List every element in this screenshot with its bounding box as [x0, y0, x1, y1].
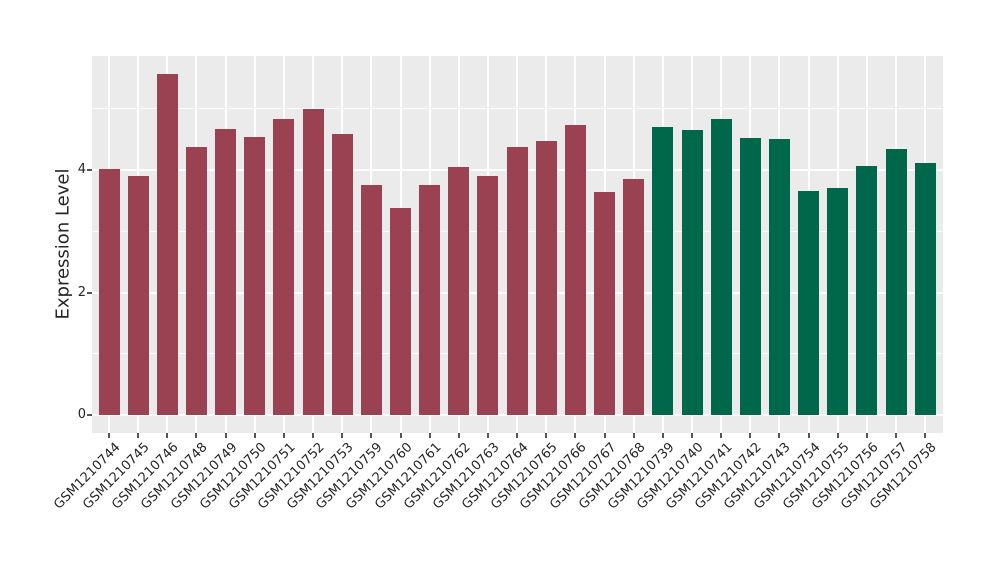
- y-tick-label: 4: [77, 162, 86, 177]
- bar: [127, 175, 149, 415]
- y-tick-label: 2: [77, 284, 86, 300]
- y-tick-mark: [87, 291, 92, 294]
- bar: [98, 169, 120, 415]
- bar: [594, 192, 616, 415]
- bar: [302, 108, 324, 415]
- x-tick-mark: [341, 433, 344, 438]
- bar: [215, 128, 237, 415]
- bar: [331, 134, 353, 415]
- x-tick-mark: [749, 433, 752, 438]
- x-tick-mark: [399, 433, 402, 438]
- bar: [681, 129, 703, 415]
- x-tick-mark: [195, 433, 198, 438]
- x-tick-mark: [108, 433, 110, 438]
- bar: [185, 146, 207, 415]
- bar: [477, 176, 499, 415]
- x-tick-mark: [457, 433, 460, 438]
- x-tick-mark: [282, 433, 285, 438]
- x-tick-mark: [370, 433, 373, 438]
- x-tick-mark: [137, 433, 140, 438]
- x-tick-mark: [428, 433, 431, 438]
- bar: [156, 73, 178, 415]
- x-tick-mark: [632, 433, 635, 438]
- x-tick-mark: [603, 433, 606, 438]
- x-tick-mark: [486, 433, 489, 438]
- bar: [506, 147, 528, 415]
- bar: [652, 126, 674, 415]
- bar: [273, 118, 295, 415]
- y-tick-mark: [87, 169, 92, 171]
- bar: [623, 179, 645, 415]
- x-tick-mark: [574, 433, 577, 438]
- x-tick-mark: [312, 433, 315, 438]
- bar: [448, 166, 470, 415]
- x-tick-mark: [661, 433, 664, 438]
- bar: [739, 138, 761, 415]
- bar: [856, 165, 878, 415]
- bar: [885, 149, 907, 415]
- bar: [914, 163, 936, 415]
- plot-panel: [92, 56, 943, 433]
- x-tick-mark: [545, 433, 548, 438]
- bar: [535, 140, 557, 415]
- bar: [827, 187, 849, 415]
- x-tick-mark: [720, 433, 723, 438]
- bar: [360, 184, 382, 415]
- x-tick-mark: [691, 433, 693, 438]
- x-tick-mark: [807, 433, 810, 438]
- x-tick-mark: [895, 433, 898, 438]
- x-tick-mark: [924, 433, 927, 438]
- bar: [768, 139, 790, 415]
- x-tick-mark: [253, 433, 256, 438]
- bar: [798, 190, 820, 415]
- x-tick-mark: [865, 433, 868, 438]
- bar: [390, 207, 411, 415]
- bar: [710, 118, 732, 415]
- x-tick-mark: [166, 433, 169, 438]
- bar: [419, 184, 441, 415]
- x-tick-mark: [224, 433, 227, 438]
- x-tick-mark: [778, 433, 781, 438]
- y-tick-label: 0: [77, 407, 86, 422]
- x-tick-mark: [836, 433, 839, 438]
- bar: [244, 136, 266, 415]
- x-tick-mark: [516, 433, 519, 438]
- bar: [564, 125, 586, 415]
- y-tick-mark: [87, 414, 92, 416]
